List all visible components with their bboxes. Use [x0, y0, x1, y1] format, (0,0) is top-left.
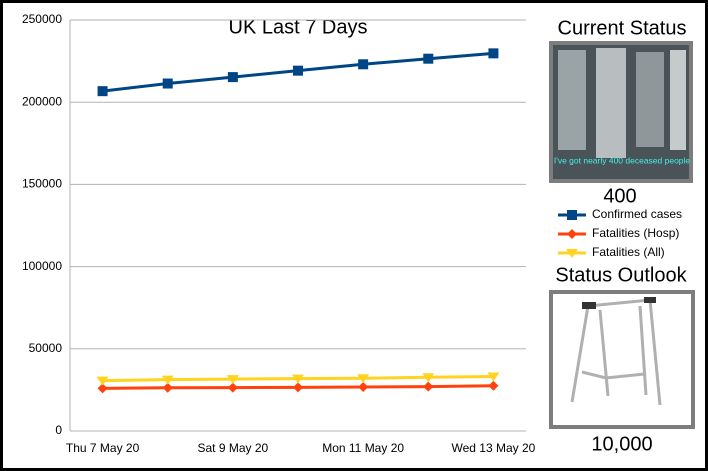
status-image: I've got nearly 400 deceased people — [549, 41, 693, 183]
point — [162, 78, 173, 89]
status-value: 400 — [603, 185, 636, 207]
x-tick-label: Wed 13 May 20 — [452, 441, 536, 455]
image-body — [553, 294, 691, 425]
image-shape — [670, 50, 686, 150]
point — [358, 59, 369, 70]
y-tick-label: 0 — [55, 423, 62, 437]
x-tick-label: Sat 9 May 20 — [197, 441, 268, 455]
legend: Confirmed cases Fatalities (Hosp) Fataliti… — [558, 207, 682, 259]
point — [423, 53, 434, 64]
image-shape — [636, 52, 664, 147]
chart-title: UK Last 7 Days — [229, 16, 368, 38]
legend-label: Confirmed cases — [592, 207, 682, 221]
walker-frame — [570, 305, 590, 403]
walker-grip — [644, 297, 656, 303]
status-title: Current Status — [558, 17, 687, 39]
y-tick-label: 200000 — [22, 94, 62, 108]
x-tick-label: Thu 7 May 20 — [66, 441, 140, 455]
y-tick-label: 100000 — [22, 259, 62, 273]
walker-frame — [581, 370, 645, 380]
y-tick-label: 250000 — [22, 12, 62, 26]
point — [358, 381, 369, 392]
point — [357, 374, 370, 384]
point — [292, 374, 304, 384]
point — [423, 381, 434, 392]
x-tick-label: Mon 11 May 20 — [322, 441, 404, 455]
walker-grip — [582, 302, 596, 309]
image-shape — [558, 50, 586, 150]
point — [567, 229, 577, 239]
point — [97, 86, 108, 97]
point — [97, 383, 108, 394]
image-caption: I've got nearly 400 deceased people — [554, 155, 691, 165]
outlook-title: Status Outlook — [555, 264, 687, 286]
legend-label: Fatalities (All) — [592, 245, 665, 259]
point — [162, 382, 173, 393]
point — [487, 372, 500, 382]
walker-frame — [638, 305, 648, 396]
legend-label: Fatalities (Hosp) — [592, 226, 679, 240]
point — [566, 249, 578, 258]
point — [293, 382, 303, 393]
point — [227, 382, 238, 393]
outlook-image — [549, 290, 695, 429]
outlook-value: 10,000 — [591, 433, 652, 455]
point — [96, 376, 109, 386]
y-tick-label: 50000 — [29, 341, 63, 355]
point — [226, 375, 239, 385]
y-tick-label: 150000 — [22, 177, 62, 191]
point — [227, 72, 238, 83]
point — [422, 373, 435, 383]
point — [293, 65, 303, 76]
point — [488, 380, 499, 391]
walker-frame — [598, 309, 610, 397]
image-shape — [596, 48, 626, 158]
point — [488, 48, 499, 59]
point — [567, 210, 577, 220]
point — [161, 375, 174, 385]
